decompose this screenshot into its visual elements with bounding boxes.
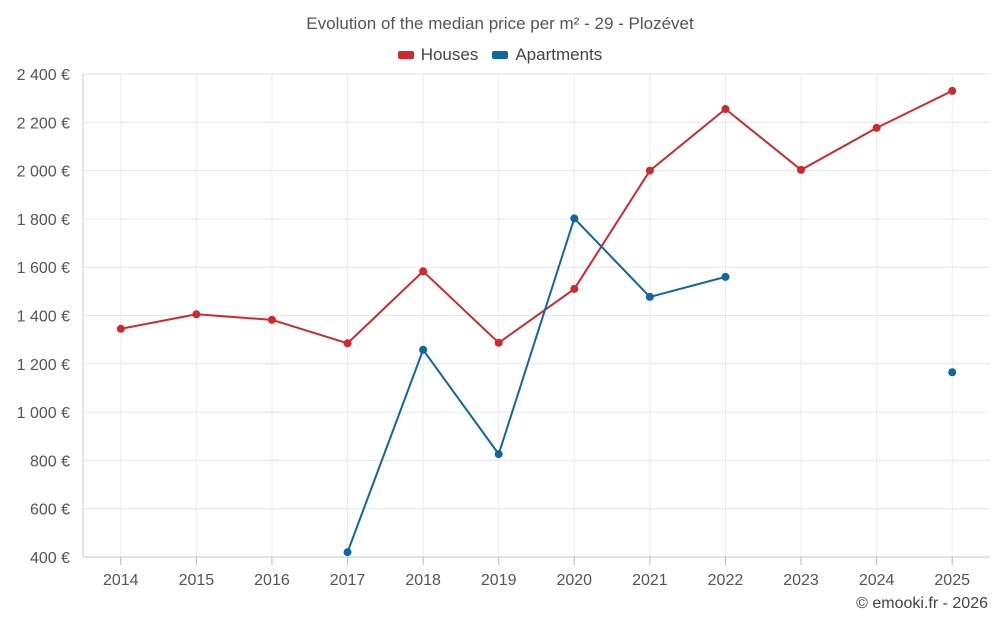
x-tick-label: 2017: [330, 572, 366, 589]
x-tick-label: 2018: [405, 572, 441, 589]
data-point-houses: [192, 310, 201, 319]
data-point-houses: [645, 166, 654, 175]
x-tick-label: 2025: [934, 572, 970, 589]
data-point-apartments: [721, 272, 730, 281]
x-tick-label: 2023: [783, 572, 819, 589]
data-point-houses: [570, 284, 579, 293]
x-tick-label: 2020: [556, 572, 592, 589]
credit-text: © emooki.fr - 2026: [856, 595, 988, 612]
x-tick-label: 2024: [859, 572, 895, 589]
data-point-houses: [343, 339, 352, 348]
chart-legend: Houses Apartments: [0, 45, 1000, 65]
data-point-houses: [797, 165, 806, 174]
y-tick-label: 1 800 €: [17, 212, 70, 229]
y-tick-label: 2 000 €: [17, 164, 70, 181]
data-point-apartments: [645, 292, 654, 301]
legend-swatch-houses: [397, 51, 414, 59]
data-point-houses: [419, 267, 428, 276]
x-tick-label: 2016: [254, 572, 290, 589]
data-point-apartments: [948, 368, 957, 377]
y-tick-label: 2 200 €: [17, 115, 70, 132]
legend-item-apartments[interactable]: Apartments: [492, 45, 602, 65]
y-tick-label: 400 €: [30, 550, 70, 567]
series-line-apartments: [346, 217, 726, 553]
y-tick-label: 800 €: [30, 453, 70, 470]
data-point-apartments: [570, 214, 579, 223]
legend-label-houses: Houses: [420, 45, 479, 64]
y-tick-label: 1 000 €: [17, 405, 70, 422]
y-tick-label: 1 200 €: [17, 357, 70, 374]
x-tick-label: 2014: [103, 572, 139, 589]
y-tick-label: 1 600 €: [17, 260, 70, 277]
data-point-houses: [116, 324, 125, 333]
y-tick-label: 2 400 €: [17, 67, 70, 84]
y-tick-label: 600 €: [30, 502, 70, 519]
series-line-houses: [120, 90, 953, 345]
data-point-houses: [948, 86, 957, 95]
legend-label-apartments: Apartments: [515, 45, 603, 64]
data-point-houses: [721, 105, 730, 114]
x-tick-label: 2015: [179, 572, 215, 589]
x-tick-label: 2021: [632, 572, 668, 589]
data-point-apartments: [419, 345, 428, 354]
data-point-apartments: [343, 548, 352, 557]
data-point-houses: [267, 315, 276, 324]
legend-item-houses[interactable]: Houses: [397, 45, 479, 65]
data-point-apartments: [494, 450, 503, 459]
legend-swatch-apartments: [492, 51, 509, 59]
data-point-houses: [494, 338, 503, 347]
data-point-houses: [872, 123, 881, 132]
x-tick-label: 2019: [481, 572, 517, 589]
x-tick-label: 2022: [708, 572, 744, 589]
chart-title: Evolution of the median price per m² - 2…: [306, 14, 694, 33]
y-tick-label: 1 400 €: [17, 309, 70, 326]
